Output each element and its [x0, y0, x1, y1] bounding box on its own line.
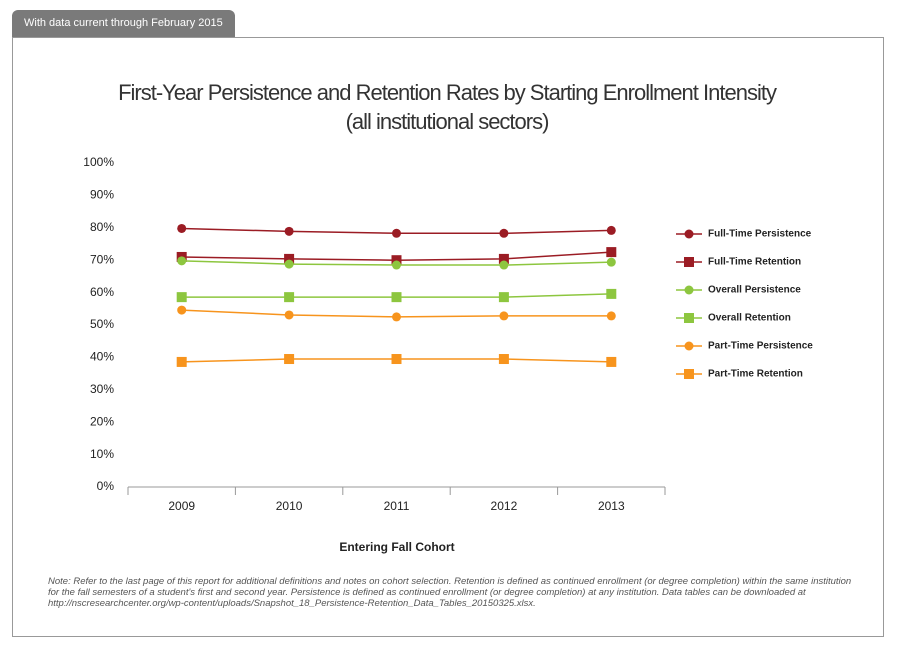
data-point — [606, 311, 616, 321]
x-tick-label: 2009 — [168, 499, 195, 513]
legend-label: Overall Persistence — [708, 285, 801, 296]
footnote: Note: Refer to the last page of this rep… — [48, 576, 852, 609]
legend-marker — [684, 229, 694, 239]
data-point — [284, 292, 295, 303]
data-point — [499, 311, 509, 321]
data-point — [284, 253, 295, 264]
legend-label: Full-Time Retention — [708, 257, 801, 268]
data-point — [177, 223, 187, 233]
y-tick-label: 50% — [90, 317, 114, 331]
data-point — [499, 228, 509, 238]
legend-marker — [684, 257, 694, 267]
y-tick-label: 0% — [97, 479, 115, 493]
data-point — [392, 312, 401, 322]
legend-label: Part-Time Retention — [708, 369, 803, 380]
legend-marker — [684, 313, 694, 323]
data-point — [499, 260, 509, 270]
y-tick-label: 70% — [90, 252, 114, 266]
y-tick-label: 40% — [90, 350, 114, 364]
data-point — [606, 257, 616, 267]
data-point — [606, 225, 616, 235]
y-tick-label: 10% — [90, 447, 114, 461]
data-point — [176, 356, 187, 367]
data-point — [177, 256, 187, 266]
chart-subtitle: (all institutional sectors) — [346, 109, 549, 134]
data-point — [498, 354, 509, 365]
data-point — [176, 292, 187, 303]
data-point — [392, 228, 401, 238]
y-tick-label: 20% — [90, 414, 114, 428]
legend-marker — [684, 341, 694, 351]
legend-label: Overall Retention — [708, 313, 791, 324]
frame — [12, 37, 884, 637]
data-point — [284, 354, 295, 365]
data-point — [606, 356, 617, 367]
legend-marker — [684, 285, 694, 295]
x-tick-label: 2013 — [598, 499, 625, 513]
y-tick-label: 100% — [83, 155, 114, 169]
data-point — [177, 305, 187, 315]
x-axis-label: Entering Fall Cohort — [339, 540, 454, 554]
data-point — [284, 226, 294, 236]
data-point — [606, 288, 617, 299]
x-tick-label: 2012 — [491, 499, 518, 513]
x-tick-label: 2011 — [384, 499, 410, 513]
data-point — [392, 260, 401, 270]
y-tick-label: 30% — [90, 382, 114, 396]
data-point — [284, 259, 294, 269]
data-point — [284, 310, 294, 320]
legend-marker — [684, 369, 694, 379]
data-point — [498, 292, 509, 303]
y-tick-label: 60% — [90, 285, 114, 299]
chart-title: First-Year Persistence and Retention Rat… — [118, 80, 777, 105]
x-tick-label: 2010 — [276, 499, 303, 513]
data-point — [606, 247, 617, 258]
data-point — [391, 354, 402, 365]
legend-label: Part-Time Persistence — [708, 341, 813, 352]
data-point — [391, 255, 402, 266]
legend-label: Full-Time Persistence — [708, 229, 812, 240]
header-tab: With data current through February 2015 — [12, 10, 235, 37]
y-tick-label: 90% — [90, 188, 114, 202]
data-point — [498, 253, 509, 264]
y-tick-label: 80% — [90, 220, 114, 234]
data-point — [391, 292, 402, 303]
